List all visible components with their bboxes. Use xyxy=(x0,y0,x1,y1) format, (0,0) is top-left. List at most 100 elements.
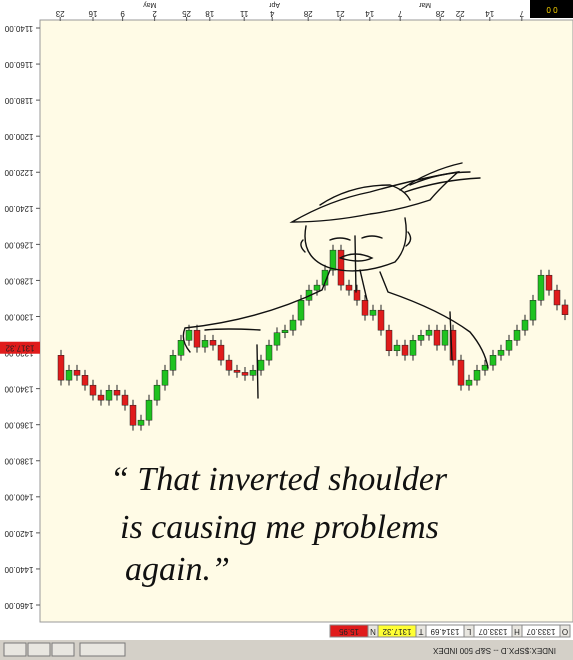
candle-body xyxy=(561,304,569,315)
candle-body xyxy=(425,329,433,336)
candle-body xyxy=(393,344,401,352)
candle-body xyxy=(73,369,81,376)
y-tick-label: 1180.00 xyxy=(4,96,33,105)
y-tick-label: 1280.00 xyxy=(4,276,33,285)
y-tick-label: 1460.00 xyxy=(4,601,33,610)
candle-body xyxy=(521,319,529,331)
candle-body xyxy=(161,369,169,386)
candle-body xyxy=(473,369,481,381)
candle-body xyxy=(217,344,225,361)
button[interactable] xyxy=(27,642,51,657)
corner-box xyxy=(530,0,573,18)
y-tick-label: 1400.00 xyxy=(4,493,33,502)
candle-body xyxy=(537,274,545,301)
last-price-label: 1317.32 xyxy=(5,344,34,353)
x-tick-label: 7 xyxy=(397,9,402,18)
candle-body xyxy=(233,369,241,373)
candle-body xyxy=(377,309,385,331)
candle-body xyxy=(361,300,369,316)
scrollbar[interactable] xyxy=(79,642,126,657)
button[interactable] xyxy=(51,642,75,657)
x-tick-label: 25 xyxy=(182,9,191,18)
candle-body xyxy=(465,379,473,386)
status-key: T xyxy=(418,627,423,636)
last-price-tag xyxy=(0,341,40,354)
x-tick-label: 9 xyxy=(120,9,125,18)
candle-body xyxy=(273,332,281,346)
x-tick-label: 16 xyxy=(88,9,97,18)
candle-body xyxy=(513,329,521,341)
status-value-box xyxy=(329,624,369,638)
status-key: H xyxy=(514,627,520,636)
status-key: O xyxy=(562,627,568,636)
candle-body xyxy=(169,355,177,371)
candle-body xyxy=(409,340,417,356)
x-tick-label: 4 xyxy=(269,9,274,18)
candle-body xyxy=(153,384,161,401)
candle-body xyxy=(345,284,353,291)
footer-bar xyxy=(0,640,573,660)
status-value: 1317.32 xyxy=(382,627,411,636)
candle-body xyxy=(185,329,193,341)
candle-body xyxy=(57,355,65,381)
x-tick-label: 18 xyxy=(205,9,214,18)
status-value: 15.95 xyxy=(338,627,359,636)
month-label: Mar xyxy=(418,1,431,8)
candle-body xyxy=(417,335,425,341)
candle-body xyxy=(177,340,185,356)
y-tick-label: 1300.00 xyxy=(4,312,33,321)
plot-area xyxy=(39,19,573,623)
candle-body xyxy=(81,375,89,386)
candle-body xyxy=(529,300,537,321)
candle-body xyxy=(449,329,457,361)
candle-body xyxy=(105,389,113,401)
x-tick-label: 23 xyxy=(55,9,64,18)
status-key: L xyxy=(466,627,471,636)
candle-body xyxy=(121,394,129,406)
candle-body xyxy=(337,249,345,286)
month-label: May xyxy=(143,1,157,8)
x-tick-label: 22 xyxy=(455,9,464,18)
candle-body xyxy=(97,394,105,401)
candle-body xyxy=(193,329,201,348)
doodle xyxy=(182,162,489,399)
candle-body xyxy=(489,355,497,366)
y-tick-label: 1220.00 xyxy=(4,168,33,177)
button[interactable] xyxy=(3,642,27,657)
candle-body xyxy=(321,269,329,286)
y-tick-label: 1380.00 xyxy=(4,457,33,466)
candle-body xyxy=(241,372,249,376)
candle-body xyxy=(545,274,553,291)
y-tick-label: 1440.00 xyxy=(4,565,33,574)
x-tick-label: 14 xyxy=(485,9,494,18)
footer-text: INDEX:$SPX.D -- S&P 500 INDEX xyxy=(432,646,556,655)
candle-body xyxy=(113,389,121,396)
annotation: “ That inverted shoulder xyxy=(110,461,448,498)
y-tick-label: 1360.00 xyxy=(4,421,33,430)
candle-body xyxy=(281,329,289,333)
candle-body xyxy=(313,284,321,291)
y-tick-label: 1240.00 xyxy=(4,204,33,213)
candle-body xyxy=(65,369,73,381)
candle-body xyxy=(369,309,377,316)
status-value: 1314.69 xyxy=(430,627,459,636)
candle-body xyxy=(257,359,265,371)
y-tick-label: 1260.00 xyxy=(4,240,33,249)
y-tick-label: 1420.00 xyxy=(4,529,33,538)
candle-body xyxy=(497,349,505,356)
candle-body xyxy=(209,340,217,346)
candle-body xyxy=(553,289,561,306)
candle-body xyxy=(137,419,145,426)
y-tick-label: 1140.00 xyxy=(4,24,33,33)
candle-body xyxy=(401,344,409,356)
candle-body xyxy=(297,300,305,321)
candle-body xyxy=(457,359,465,386)
candle-body xyxy=(145,399,153,421)
candle-body xyxy=(225,359,233,371)
candle-body xyxy=(249,369,257,376)
month-label: Apr xyxy=(268,1,280,8)
candle-body xyxy=(441,329,449,346)
x-tick-label: 11 xyxy=(240,9,249,18)
annotation: is causing me problems xyxy=(120,509,439,546)
candle-body xyxy=(329,249,337,271)
